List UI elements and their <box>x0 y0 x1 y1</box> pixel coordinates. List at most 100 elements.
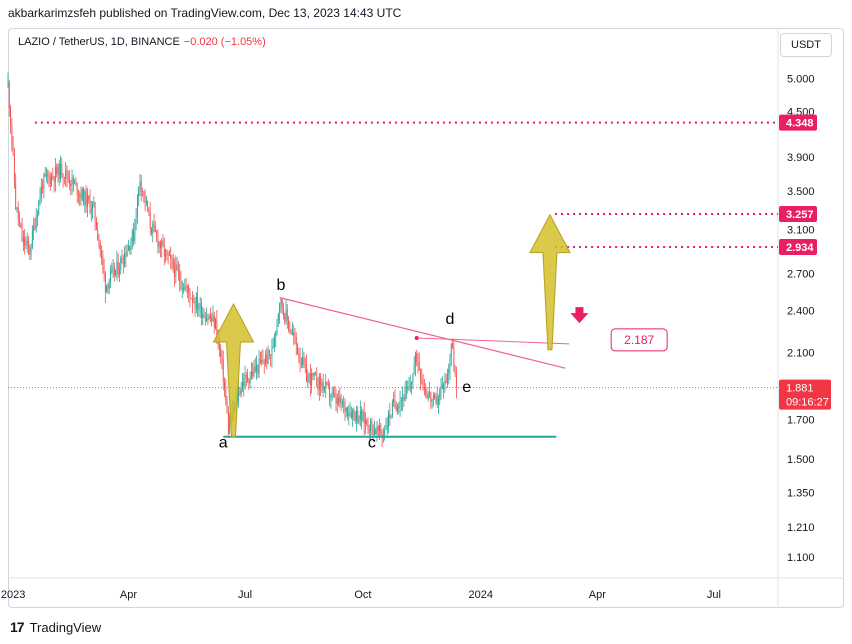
down-arrow-icon <box>570 307 589 324</box>
candle-body <box>26 241 28 244</box>
tradingview-brand: TradingView <box>29 619 102 635</box>
candle-body <box>361 410 363 421</box>
candle-body <box>58 164 60 179</box>
candle-body <box>113 267 115 275</box>
candle-body <box>247 375 249 381</box>
candle-body <box>344 402 346 412</box>
candle-body <box>425 389 427 395</box>
candle-body <box>254 367 256 371</box>
candle-body <box>244 375 246 386</box>
candle-body <box>385 428 387 430</box>
candle-body <box>335 394 337 404</box>
candle-body <box>67 177 69 180</box>
candle-body <box>180 280 182 289</box>
candle-body <box>288 319 290 329</box>
level-label: 2.934 <box>786 242 814 254</box>
candle-body <box>48 176 50 178</box>
y-tick-label: 1.100 <box>787 552 815 564</box>
candle-body <box>168 254 170 256</box>
candle-body <box>197 296 199 310</box>
candle-body <box>89 199 91 213</box>
candle-body <box>281 298 283 310</box>
candle-body <box>189 292 191 299</box>
candle-body <box>297 345 298 354</box>
candle-body <box>125 253 127 257</box>
candle-body <box>298 353 300 357</box>
candle-body <box>372 424 374 435</box>
candle-body <box>15 182 17 209</box>
candle-body <box>216 319 218 339</box>
candle-body <box>225 387 227 401</box>
candle-body <box>353 410 355 414</box>
x-tick-label: Apr <box>589 589 606 601</box>
candle-body <box>148 211 150 213</box>
candle-body <box>199 303 201 310</box>
candle-body <box>93 202 95 205</box>
candle-body <box>166 249 168 252</box>
candle-body <box>434 395 436 399</box>
candle-body <box>313 373 315 377</box>
candle-body <box>386 425 388 429</box>
candle-body <box>291 332 293 334</box>
candle-body <box>185 286 187 288</box>
candle-body <box>135 217 137 225</box>
candle-body <box>272 346 274 348</box>
candle-body <box>448 369 450 374</box>
candle-body <box>167 251 169 256</box>
candle-body <box>212 315 214 321</box>
candle-body <box>439 390 441 400</box>
candle-body <box>29 246 31 255</box>
candle-body <box>49 176 51 184</box>
candle-body <box>265 355 266 364</box>
candle-body <box>243 382 245 386</box>
candle-body <box>309 373 311 386</box>
candle-body <box>211 318 213 321</box>
x-tick-label: Apr <box>120 589 137 601</box>
candle-body <box>209 316 211 319</box>
candle-body <box>275 330 277 338</box>
candle-body <box>215 319 217 328</box>
triangle-resistance-line <box>279 297 566 369</box>
candle-body <box>139 181 141 187</box>
candle-body <box>207 318 209 320</box>
candle-body <box>12 141 14 153</box>
candle-body <box>384 429 386 436</box>
candle-body <box>348 414 350 417</box>
y-tick-label: 1.700 <box>787 415 815 427</box>
candle-body <box>397 407 398 411</box>
candle-body <box>40 185 42 198</box>
candle-body <box>413 365 415 374</box>
candle-body <box>375 429 377 435</box>
candle-body <box>455 374 457 388</box>
candle-body <box>163 245 165 257</box>
candle-body <box>454 370 456 375</box>
candle-body <box>267 349 269 364</box>
candle-body <box>84 191 86 205</box>
candle-body <box>83 189 85 205</box>
candle-body <box>408 386 410 389</box>
currency-button[interactable]: USDT <box>780 33 832 57</box>
candle-body <box>203 314 205 318</box>
candle-body <box>110 271 111 282</box>
candle-body <box>377 426 379 431</box>
candle-body <box>78 195 79 197</box>
candle-body <box>95 220 97 230</box>
candle-body <box>356 410 357 421</box>
candle-body <box>183 288 184 291</box>
candle-body <box>432 395 434 400</box>
candle-body <box>258 358 260 374</box>
candle-body <box>311 372 313 386</box>
candle-body <box>327 383 329 386</box>
candle-body <box>16 207 18 209</box>
candle-body <box>449 356 451 370</box>
candle-body <box>52 175 54 178</box>
candle-body <box>57 164 59 175</box>
candle-body <box>39 197 41 201</box>
candle-body <box>421 379 423 382</box>
candle-body <box>69 179 70 185</box>
candle-body <box>315 373 316 375</box>
target-line <box>416 337 570 345</box>
level-label: 4.348 <box>786 118 814 130</box>
candle-body <box>206 318 208 321</box>
